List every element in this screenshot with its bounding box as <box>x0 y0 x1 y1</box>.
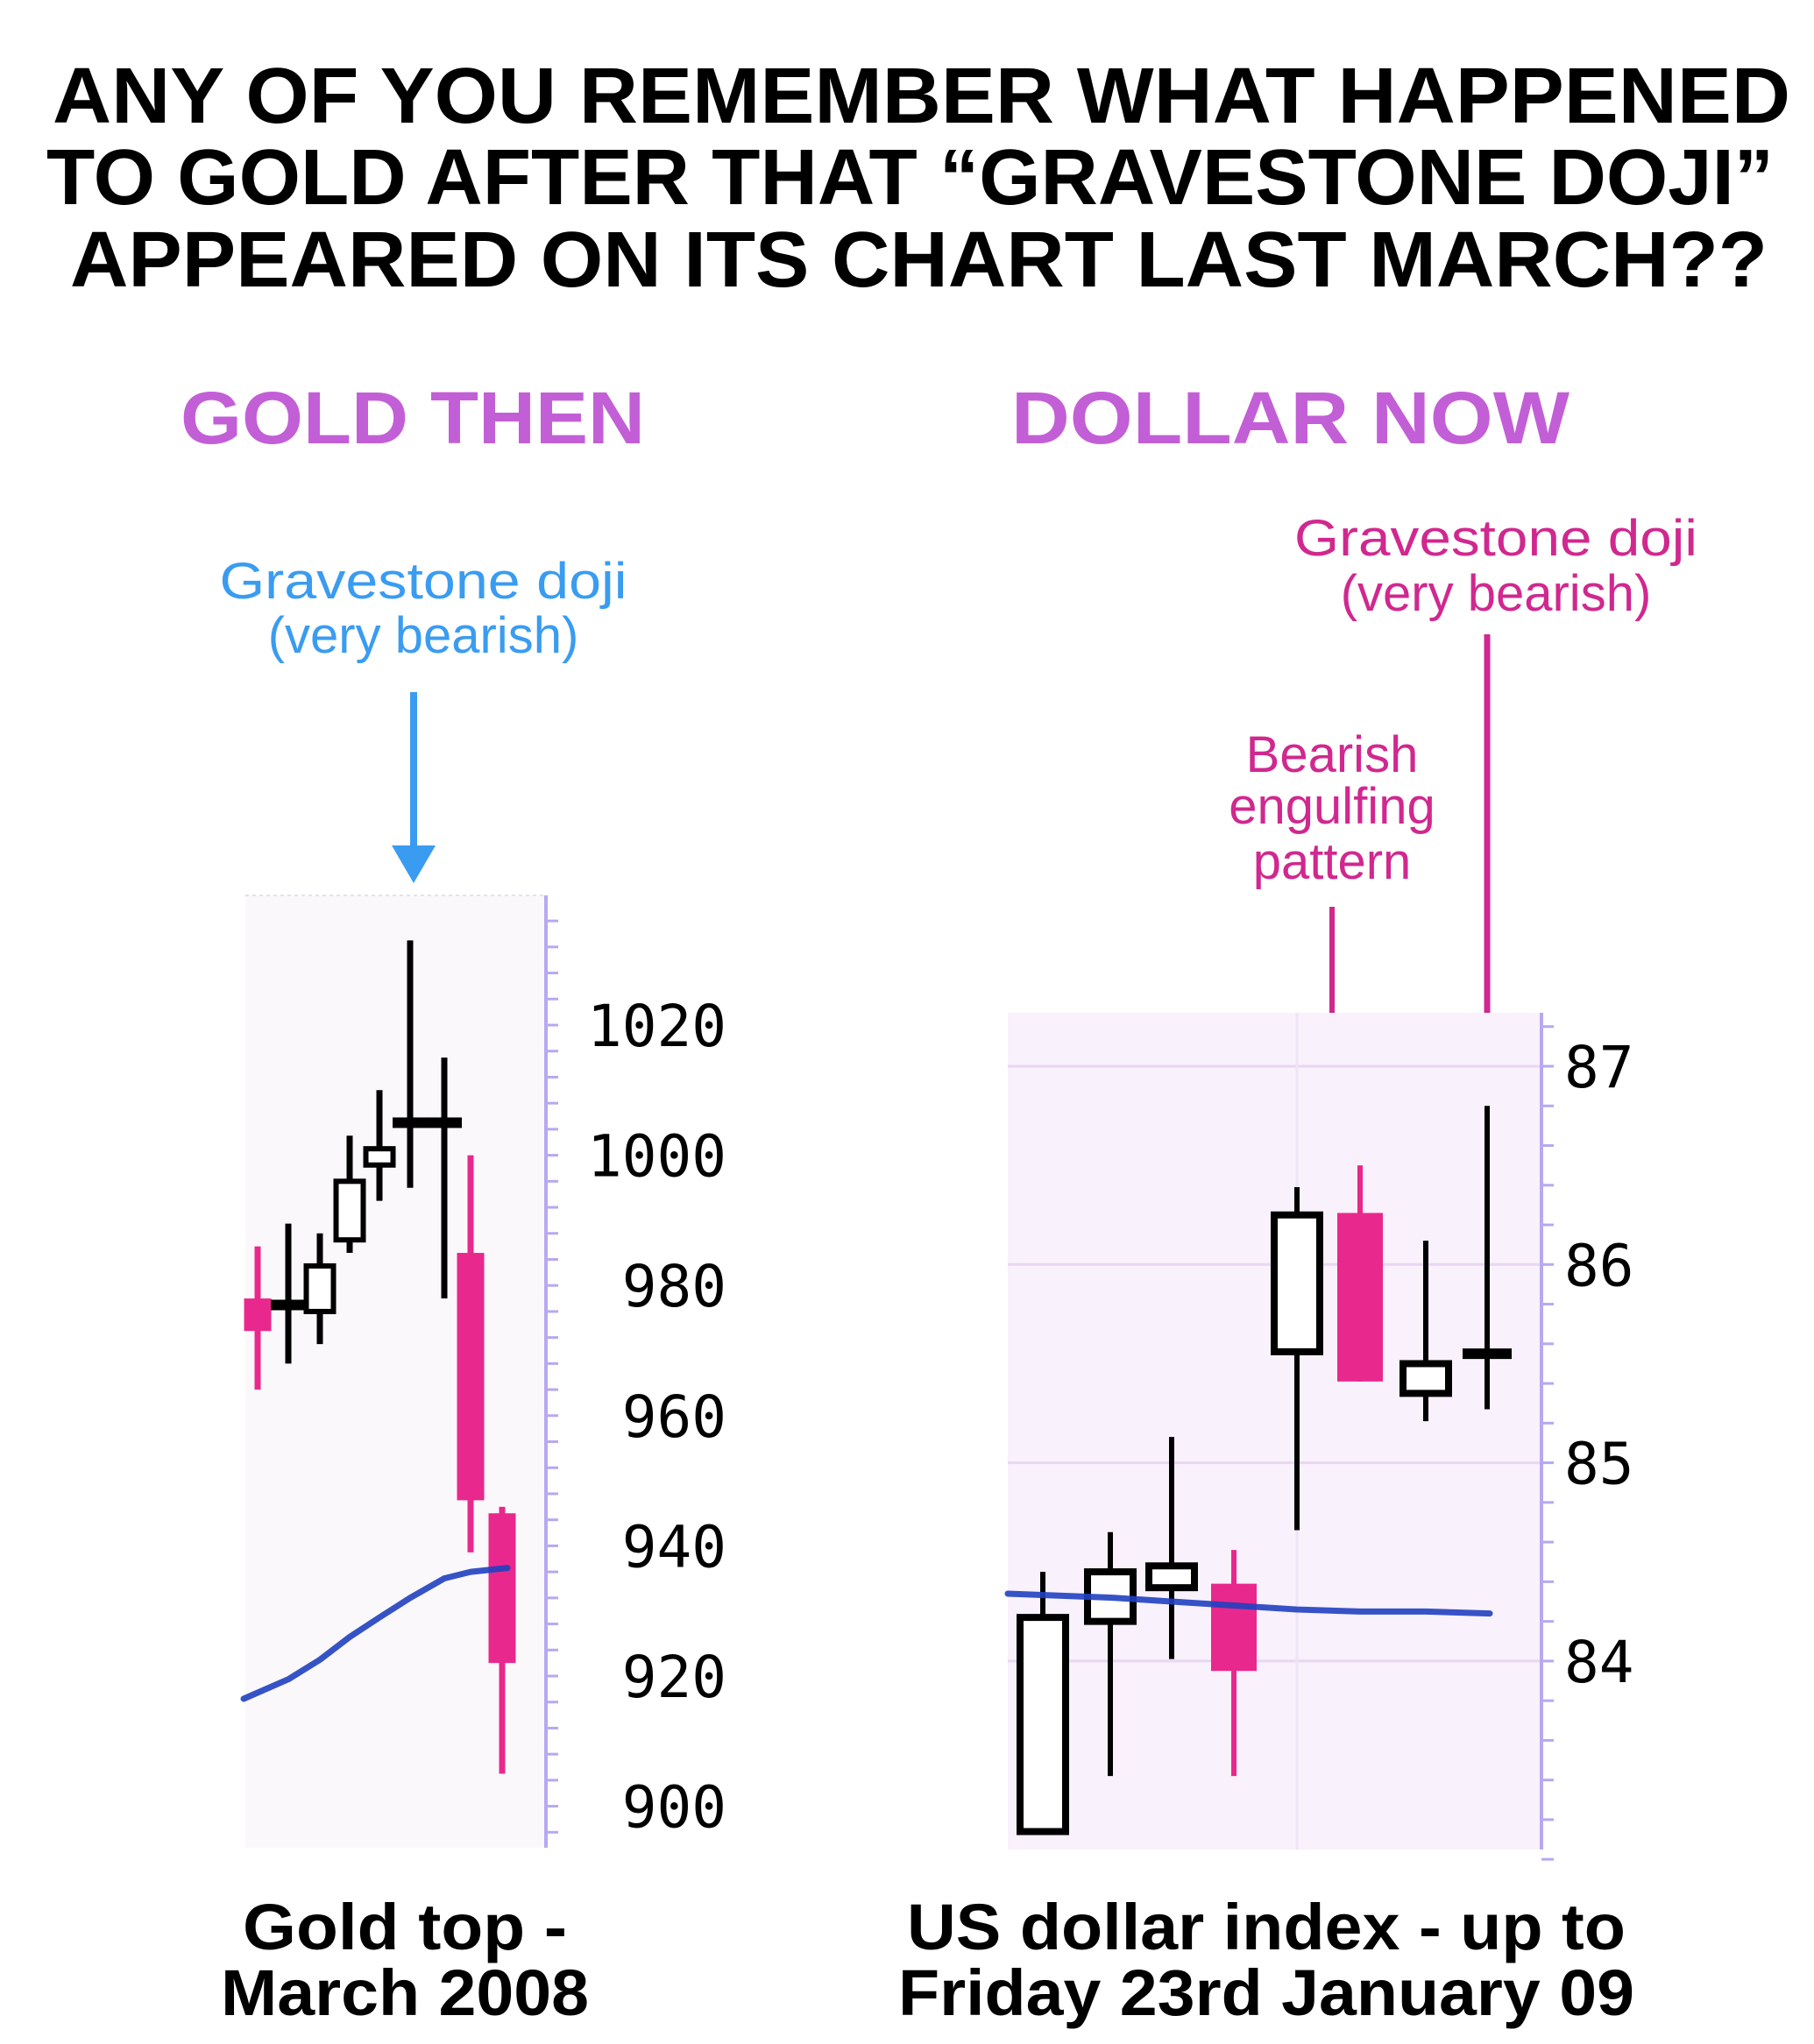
candle-body-bullish <box>1271 1211 1323 1355</box>
dollar-candlestick-chart <box>1004 1013 1554 1861</box>
candle-doji-bar <box>393 1117 428 1128</box>
candle <box>303 1233 337 1345</box>
candle <box>271 1223 306 1364</box>
left-annotation: Gravestone doji (very bearish) <box>220 553 627 883</box>
y-tick-label: 940 <box>622 1513 726 1581</box>
y-tick-label: 85 <box>1564 1431 1633 1498</box>
y-tick-label: 86 <box>1564 1232 1633 1299</box>
candle <box>1017 1572 1069 1835</box>
engulfing-line-1: Bearish <box>1246 726 1419 783</box>
y-tick-label: 960 <box>622 1383 726 1451</box>
y-tick-label: 980 <box>622 1253 726 1320</box>
candle <box>393 940 428 1188</box>
candle-body-bearish <box>244 1298 272 1332</box>
right-caption-line-2: Friday 23rd January 09 <box>898 1956 1634 2029</box>
title: ANY OF YOU REMEMBER WHAT HAPPENED TO GOL… <box>46 53 1790 304</box>
y-tick-label: 87 <box>1564 1034 1633 1101</box>
candle-doji-bar <box>1463 1348 1512 1360</box>
candle <box>1399 1241 1452 1422</box>
engulfing-line-3: pattern <box>1253 833 1412 890</box>
title-line-3: APPEARED ON ITS CHART LAST MARCH?? <box>70 216 1768 304</box>
candle-body-bullish <box>363 1146 396 1168</box>
candle <box>244 1246 272 1390</box>
left-arrow-head-icon <box>392 845 436 883</box>
left-annotation-line-2: (very bearish) <box>268 607 579 664</box>
engulfing-line-2: engulfing <box>1229 778 1435 835</box>
candle <box>333 1135 366 1254</box>
candle <box>1211 1550 1257 1777</box>
candle-body-bullish <box>1017 1614 1069 1835</box>
candle-body-bearish <box>488 1513 516 1664</box>
left-caption-line-1: Gold top - <box>243 1891 567 1963</box>
candle <box>457 1155 485 1552</box>
candle <box>1337 1165 1383 1382</box>
right-y-axis-labels: 87 86 85 84 <box>1564 1034 1633 1696</box>
gold-candlestick-chart <box>240 895 558 1848</box>
candle <box>1145 1437 1198 1659</box>
candle-doji-bar <box>271 1299 306 1311</box>
candle <box>427 1057 462 1299</box>
left-heading: GOLD THEN <box>181 377 645 459</box>
title-line-1: ANY OF YOU REMEMBER WHAT HAPPENED <box>53 53 1790 140</box>
right-heading: DOLLAR NOW <box>1011 377 1570 459</box>
y-tick-label: 900 <box>622 1774 726 1842</box>
left-caption-line-2: March 2008 <box>221 1956 589 2029</box>
plot-background <box>245 895 546 1848</box>
title-line-2: TO GOLD AFTER THAT “GRAVESTONE DOJI” <box>46 134 1774 222</box>
candle <box>363 1090 396 1201</box>
candle-body-bullish <box>1399 1360 1452 1397</box>
right-caption-line-1: US dollar index - up to <box>907 1891 1626 1963</box>
left-y-axis-labels: 1020 1000 980 960 940 920 900 <box>587 993 726 1842</box>
candle-body-bullish <box>1145 1562 1198 1592</box>
candle <box>1271 1187 1323 1531</box>
y-tick-label: 1020 <box>587 993 726 1060</box>
candle-body-bearish <box>1211 1583 1257 1672</box>
right-annotation-line-1: Gravestone doji <box>1294 510 1697 567</box>
moving-average-line <box>1004 1590 1493 1617</box>
candle-body-bullish <box>303 1262 337 1314</box>
candle <box>488 1506 516 1774</box>
candle-body-bearish <box>1337 1213 1383 1382</box>
left-annotation-line-1: Gravestone doji <box>220 553 627 610</box>
right-annotation-line-2: (very bearish) <box>1341 565 1652 622</box>
candle-body-bullish <box>333 1178 366 1243</box>
plot-background <box>1008 1013 1541 1850</box>
candle-body-bearish <box>457 1253 485 1501</box>
right-annotation-doji: Gravestone doji (very bearish) <box>1294 510 1697 1071</box>
candle <box>1463 1106 1512 1410</box>
candle-doji-bar <box>427 1117 462 1128</box>
moving-average-line <box>240 1565 511 1702</box>
y-tick-label: 84 <box>1564 1629 1633 1696</box>
y-tick-label: 1000 <box>587 1123 726 1191</box>
y-tick-label: 920 <box>622 1644 726 1711</box>
